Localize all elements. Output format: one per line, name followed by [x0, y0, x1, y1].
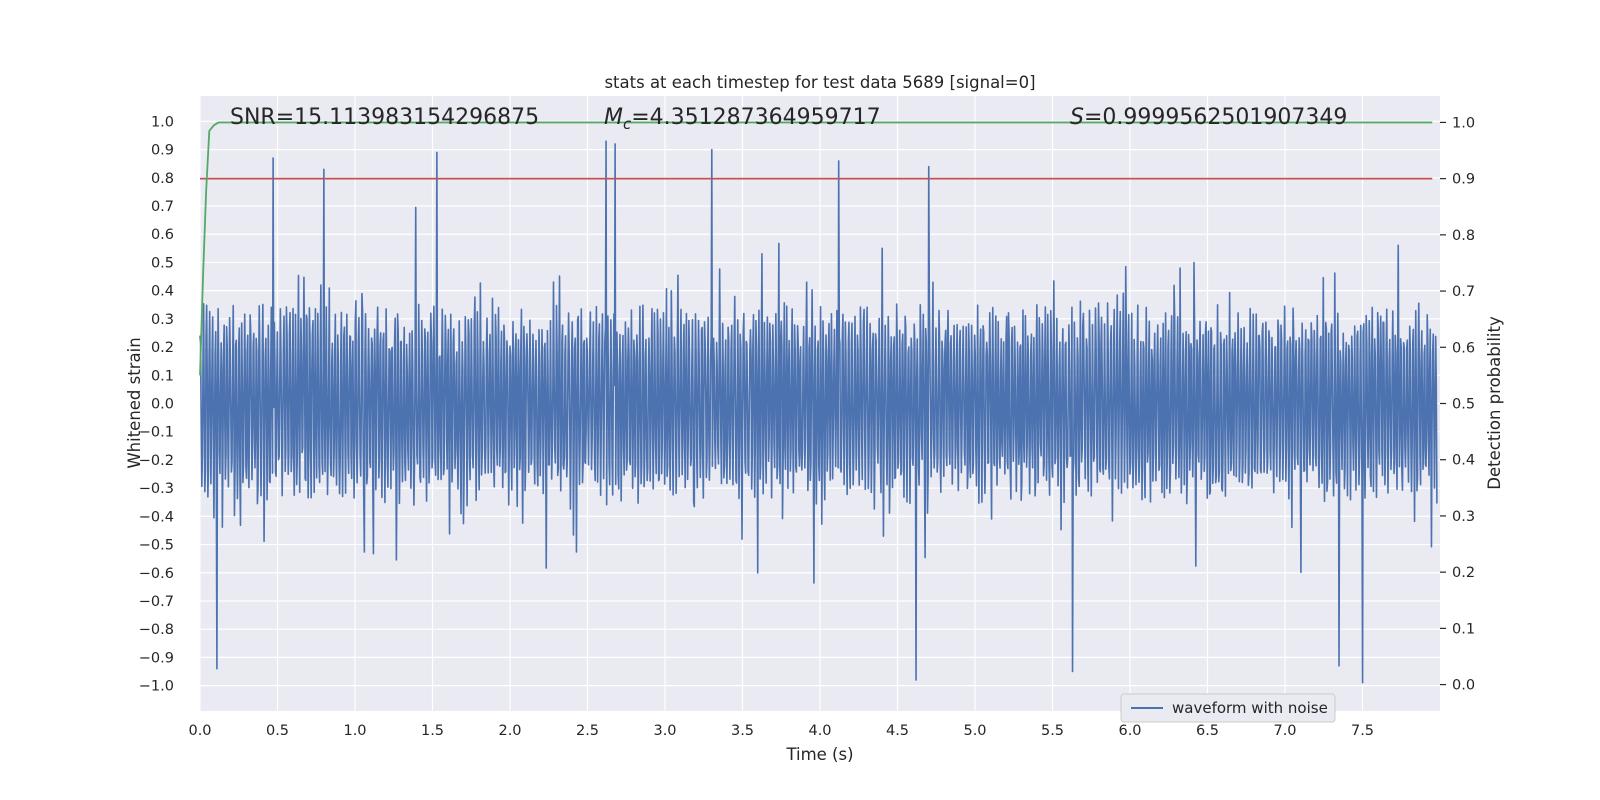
y-tick-label: −0.5: [139, 538, 174, 554]
y-tick-label: −0.8: [139, 622, 174, 638]
chart-title: stats at each timestep for test data 568…: [604, 73, 1035, 92]
y-axis-ticks: 1.0 0.9 0.8 0.7 0.6 0.5 0.4 0.3 0.2 0.1 0.0 −0.1 −0.…: [139, 114, 174, 694]
chirp-mass-value: =4.351287364959717: [631, 105, 880, 130]
statistic-value: =0.9999562501907349: [1084, 105, 1347, 130]
y-tick-label: 0.7: [151, 199, 174, 215]
y2-tick-label: 0.3: [1452, 509, 1475, 525]
legend: waveform with noise: [1120, 693, 1336, 723]
y2-tick-label: 1.0: [1452, 115, 1475, 131]
statistic-annotation: S=0.9999562501907349: [1070, 105, 1347, 130]
y2-tick-label: 0.0: [1452, 678, 1475, 694]
y-tick-label: −0.1: [139, 425, 174, 441]
y2-tick-label: 0.8: [1452, 228, 1475, 244]
y2-tick-label: 0.7: [1452, 284, 1475, 300]
x-axis-ticks: 0.0 0.5 1.0 1.5 2.0 2.5 3.0 3.5 4.0 4.5 5.0 5.5 6.0 6…: [188, 723, 1374, 739]
waveform-line: [199, 140, 1438, 684]
y2-tick-label: 0.6: [1452, 340, 1475, 356]
x-tick-label: 7.5: [1351, 723, 1374, 739]
x-tick-label: 1.0: [343, 723, 366, 739]
x-tick-label: 6.5: [1196, 723, 1219, 739]
x-tick-label: 0.0: [188, 723, 211, 739]
x-tick-label: 3.0: [653, 723, 676, 739]
x-tick-label: 0.5: [266, 723, 289, 739]
x-tick-label: 3.5: [731, 723, 754, 739]
x-tick-label: 2.0: [498, 723, 521, 739]
y-axis-label: Whitened strain: [125, 337, 144, 468]
y-tick-label: 0.1: [151, 368, 174, 384]
x-tick-label: 5.0: [963, 723, 986, 739]
y-tick-label: 0.4: [151, 284, 174, 300]
y2-axis-ticks: 1.0 0.9 0.8 0.7 0.6 0.5 0.4 0.3 0.2 0.1 0.0: [1440, 115, 1475, 694]
y2-tick-label: 0.5: [1452, 397, 1475, 413]
x-tick-label: 2.5: [576, 723, 599, 739]
y-tick-label: 1.0: [151, 114, 174, 130]
y2-tick-label: 0.4: [1452, 453, 1475, 469]
x-tick-label: 5.5: [1041, 723, 1064, 739]
y-tick-label: −0.9: [139, 650, 174, 666]
chirp-mass-annotation: Mc=4.351287364959717: [604, 105, 881, 133]
y2-tick-label: 0.9: [1452, 172, 1475, 188]
y-tick-label: 0.2: [151, 340, 174, 356]
statistic-symbol: S: [1070, 105, 1084, 130]
y2-tick-label: 0.2: [1452, 565, 1475, 581]
legend-box: [1120, 693, 1336, 723]
chirp-mass-symbol: M: [604, 105, 623, 130]
x-tick-label: 6.0: [1118, 723, 1141, 739]
y-tick-label: 0.8: [151, 171, 174, 187]
y2-tick-label: 0.1: [1452, 621, 1475, 637]
snr-annotation: SNR=15.113983154296875: [230, 105, 539, 130]
y-tick-label: 0.5: [151, 255, 174, 271]
x-tick-label: 7.0: [1273, 723, 1296, 739]
y-tick-label: 0.6: [151, 227, 174, 243]
x-tick-label: 4.5: [886, 723, 909, 739]
y-tick-label: −0.6: [139, 566, 174, 582]
y-tick-label: −0.7: [139, 594, 174, 610]
y-tick-label: 0.0: [151, 397, 174, 413]
y-tick-label: −0.2: [139, 453, 174, 469]
x-tick-label: 1.5: [421, 723, 444, 739]
y-tick-label: 0.9: [151, 143, 174, 159]
probability-series: [199, 121, 1433, 376]
detection-probability-line: [199, 121, 1433, 376]
legend-label-waveform: waveform with noise: [1172, 699, 1328, 717]
x-tick-label: 4.0: [808, 723, 831, 739]
y2-axis-label: Detection probability: [1485, 316, 1504, 490]
y-tick-label: 0.3: [151, 312, 174, 328]
chirp-mass-subscript: c: [623, 115, 632, 133]
y-tick-label: −0.4: [139, 509, 174, 525]
y-tick-label: −0.3: [139, 481, 174, 497]
waveform-series: [199, 140, 1438, 684]
x-axis-label: Time (s): [785, 745, 853, 764]
y-tick-label: −1.0: [139, 679, 174, 695]
